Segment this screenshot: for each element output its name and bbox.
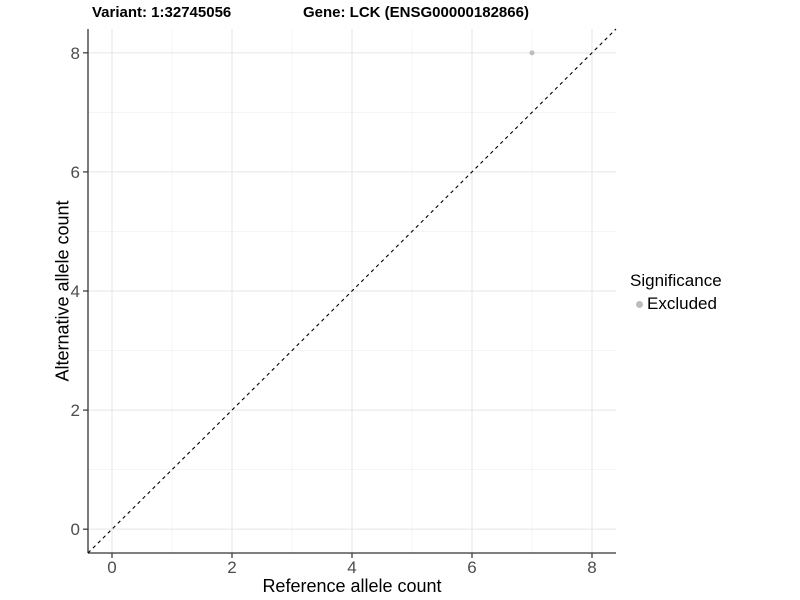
y-tick-label: 8 bbox=[71, 44, 80, 63]
legend-item-label: Excluded bbox=[647, 294, 717, 313]
variant-title: Variant: 1:32745056 bbox=[92, 4, 232, 21]
y-axis-label: Alternative allele count bbox=[52, 200, 73, 382]
identity-line bbox=[87, 28, 617, 554]
x-tick-label: 4 bbox=[347, 558, 356, 577]
y-tick-label: 0 bbox=[71, 520, 80, 539]
y-tick-label: 6 bbox=[71, 163, 80, 182]
x-tick-label: 6 bbox=[467, 558, 476, 577]
y-tick-label: 2 bbox=[71, 401, 80, 420]
gene-title: Gene: LCK (ENSG00000182866) bbox=[303, 4, 529, 21]
y-tick-label: 4 bbox=[71, 282, 80, 301]
excluded-point-icon bbox=[636, 300, 643, 308]
x-axis-label: Reference allele count bbox=[262, 576, 442, 596]
legend: Significance Excluded bbox=[630, 271, 722, 314]
x-tick-label: 0 bbox=[107, 558, 116, 577]
x-tick-label: 8 bbox=[587, 558, 596, 577]
legend-title: Significance bbox=[630, 271, 722, 290]
legend-item-excluded: Excluded bbox=[630, 294, 722, 314]
x-tick-label: 2 bbox=[227, 558, 236, 577]
data-point bbox=[529, 50, 535, 56]
